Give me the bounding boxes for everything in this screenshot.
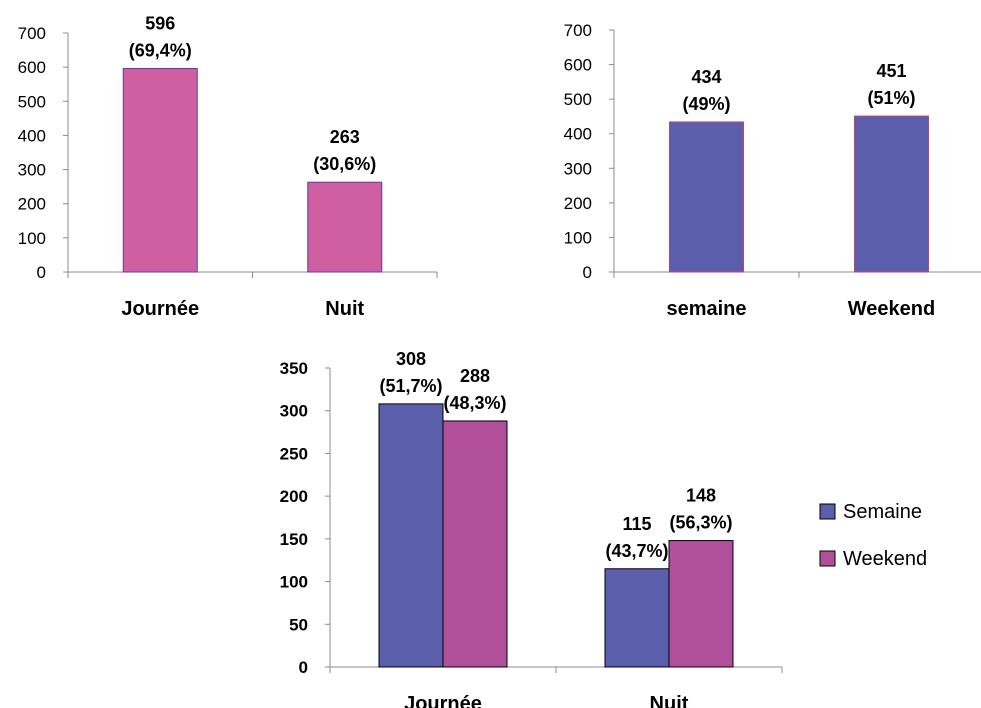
chart-week-weekend: 0 100 200 300 400 500 600 700 semaine Weekend 434 (… (564, 21, 981, 320)
x-tick-label: Weekend (848, 298, 935, 320)
data-label-percent: (51%) (867, 88, 915, 108)
bar (378, 403, 444, 668)
x-tick-label: Nuit (325, 298, 364, 320)
y-tick-label: 500 (18, 92, 46, 111)
legend-swatch (819, 503, 836, 520)
bar (122, 68, 198, 273)
x-tick-label: Journée (121, 298, 199, 320)
bar (604, 568, 670, 668)
bar (854, 115, 929, 273)
bar (442, 420, 508, 668)
y-tick-label: 200 (18, 195, 46, 214)
y-tick-label: 0 (37, 263, 46, 282)
bar (307, 181, 383, 273)
data-label-percent: (48,3%) (443, 393, 506, 413)
y-tick-label: 300 (564, 159, 592, 178)
y-tick-label: 100 (18, 229, 46, 248)
legend-swatch (819, 550, 836, 567)
chart-day-night-by-week: 0 50 100 150 200 250 300 350 Journée Nuit 308 (51,7… (280, 349, 928, 708)
data-label-percent: (49%) (682, 94, 730, 114)
data-label-value: 148 (686, 486, 716, 506)
y-tick-label: 200 (564, 194, 592, 213)
y-tick-label: 600 (564, 56, 592, 75)
bar (669, 121, 744, 273)
x-tick-label: semaine (666, 298, 746, 320)
bar (668, 540, 734, 668)
data-label-percent: (43,7%) (605, 541, 668, 561)
y-tick-label: 200 (280, 487, 308, 506)
y-tick-label: 700 (18, 24, 46, 43)
data-label-percent: (30,6%) (313, 154, 376, 174)
data-label-value: 288 (460, 366, 490, 386)
y-tick-label: 100 (564, 228, 592, 247)
data-label-value: 308 (396, 349, 426, 369)
y-tick-label: 100 (280, 573, 308, 592)
data-label-percent: (51,7%) (379, 376, 442, 396)
y-tick-label: 250 (280, 444, 308, 463)
y-tick-label: 150 (280, 530, 308, 549)
x-tick-label: Nuit (650, 693, 689, 708)
y-tick-label: 50 (289, 615, 308, 634)
y-tick-label: 300 (280, 402, 308, 421)
data-label-value: 451 (876, 61, 906, 81)
data-label-percent: (56,3%) (669, 513, 732, 533)
data-label-value: 115 (622, 514, 651, 534)
legend-label: Weekend (843, 548, 927, 570)
y-tick-label: 0 (583, 263, 592, 282)
y-tick-label: 400 (564, 125, 592, 144)
x-tick-label: Journée (404, 693, 482, 708)
y-tick-label: 350 (280, 359, 308, 378)
y-tick-label: 0 (299, 658, 308, 677)
chart-day-night: 0 100 200 300 400 500 600 700 Journée Nuit 596 (69,… (18, 14, 438, 320)
legend-label: Semaine (843, 501, 922, 523)
data-label-percent: (69,4%) (129, 41, 192, 61)
y-tick-label: 700 (564, 21, 592, 40)
y-tick-label: 500 (564, 90, 592, 109)
y-tick-label: 400 (18, 126, 46, 145)
data-label-value: 263 (330, 127, 360, 147)
y-tick-label: 600 (18, 58, 46, 77)
y-tick-label: 300 (18, 161, 46, 180)
data-label-value: 596 (145, 14, 175, 34)
data-label-value: 434 (691, 67, 721, 87)
